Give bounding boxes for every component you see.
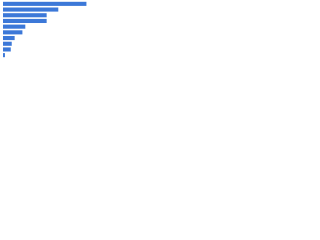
page: (() => { const data = JSON.parse(documen… xyxy=(0,0,320,71)
bar xyxy=(3,47,11,52)
bar xyxy=(3,53,5,58)
chart xyxy=(3,1,87,58)
bar xyxy=(3,41,12,46)
bar xyxy=(3,13,47,18)
bar xyxy=(3,24,26,29)
bar xyxy=(3,35,15,41)
bar xyxy=(3,7,59,12)
bar xyxy=(3,30,23,35)
bar xyxy=(3,18,47,24)
bar xyxy=(3,1,87,6)
